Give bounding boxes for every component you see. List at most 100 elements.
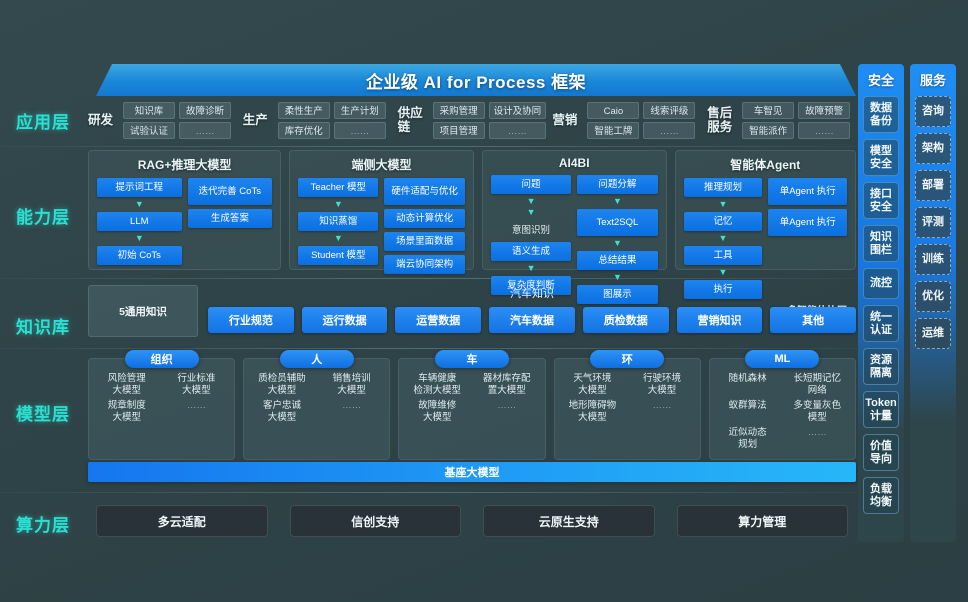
security-item[interactable]: 数据备份 (863, 96, 899, 133)
capability-node[interactable]: Teacher 模型 (298, 178, 379, 197)
service-item[interactable]: 评测 (915, 207, 951, 238)
compute-box[interactable]: 信创支持 (289, 505, 461, 537)
model-cell[interactable]: 风险管理 大模型 (107, 373, 146, 396)
application-cell[interactable]: 库存优化 (277, 121, 330, 139)
model-card-pill[interactable]: 环 (590, 350, 665, 368)
security-item[interactable]: Token计量 (863, 391, 899, 428)
capability-node[interactable]: 端云协同架构 (384, 255, 465, 274)
model-cell[interactable]: 长短期记忆 网络 (793, 373, 841, 396)
knowledge-tag[interactable]: 运营数据 (395, 307, 482, 333)
knowledge-tag[interactable]: 运行数据 (301, 307, 388, 333)
capability-node[interactable]: Text2SQL (577, 209, 658, 236)
capability-node[interactable]: 提示词工程 (97, 178, 182, 197)
capability-node[interactable]: 推理规划 (683, 178, 763, 197)
capability-node[interactable]: Student 模型 (298, 246, 379, 265)
capability-node[interactable]: 复杂度判断 (490, 276, 572, 295)
service-item[interactable]: 训练 (915, 244, 951, 275)
capability-node[interactable]: 动态计算优化 (384, 209, 465, 228)
compute-box[interactable]: 算力管理 (676, 505, 848, 537)
security-item[interactable]: 统一认证 (863, 305, 899, 342)
model-cell[interactable]: 销售培训 大模型 (332, 373, 371, 396)
capability-node[interactable]: 工具 (683, 246, 763, 265)
application-cell[interactable]: …… (643, 121, 696, 139)
application-cell[interactable]: 智能派作 (742, 121, 795, 139)
application-cell[interactable]: 车智见 (742, 101, 795, 119)
security-item[interactable]: 模型安全 (863, 139, 899, 176)
model-card-pill[interactable]: 人 (279, 350, 354, 368)
service-item[interactable]: 运维 (915, 318, 951, 349)
capability-node[interactable]: 生成答案 (187, 209, 273, 228)
application-cell[interactable]: Caio (587, 101, 640, 119)
knowledge-tag[interactable]: 其他 (770, 307, 857, 333)
model-cell[interactable]: 行业标准 大模型 (177, 373, 216, 396)
application-cell[interactable]: 线索评级 (643, 101, 696, 119)
capability-node[interactable]: LLM (97, 212, 182, 231)
application-cell[interactable]: 故障诊断 (179, 101, 231, 119)
model-cell[interactable]: 地形障碍物 大模型 (568, 400, 617, 423)
model-cell[interactable]: 器材库存配 置大模型 (483, 373, 531, 396)
model-cell[interactable]: 客户忠诚 大模型 (262, 400, 301, 423)
capability-node[interactable]: 初始 CoTs (97, 246, 182, 265)
model-cell[interactable]: …… (807, 427, 827, 438)
model-card-pill[interactable]: ML (745, 350, 820, 368)
security-item[interactable]: 流控 (863, 268, 899, 299)
compute-box[interactable]: 云原生支持 (483, 505, 655, 537)
application-cell[interactable]: …… (488, 121, 547, 139)
model-cell[interactable]: 故障维修 大模型 (418, 400, 457, 423)
security-item[interactable]: 价值导向 (863, 434, 899, 471)
model-cell[interactable]: 车辆健康 检测大模型 (413, 373, 461, 396)
application-cell[interactable]: 故障预警 (798, 101, 851, 119)
model-cell[interactable]: 近似动态 规划 (728, 427, 767, 450)
application-cell[interactable]: 柔性生产 (277, 101, 330, 119)
security-item[interactable]: 负载均衡 (863, 477, 899, 514)
capability-node[interactable]: 迭代完善 CoTs (187, 178, 273, 205)
compute-box[interactable]: 多云适配 (96, 505, 268, 537)
application-cell[interactable]: …… (179, 121, 231, 139)
model-cell[interactable]: 质检员辅助 大模型 (258, 373, 306, 396)
service-item[interactable]: 咨询 (915, 96, 951, 127)
security-item[interactable]: 知识围栏 (863, 225, 899, 262)
base-model-bar[interactable]: 基座大模型 (88, 462, 856, 482)
model-cell[interactable]: …… (342, 400, 362, 411)
application-cell[interactable]: 试验认证 (123, 121, 175, 139)
capability-node[interactable]: 单Agent 执行 (768, 178, 848, 205)
application-cell[interactable]: 采购管理 (432, 101, 485, 119)
capability-node[interactable]: 硬件适配与优化 (384, 178, 465, 205)
knowledge-tag[interactable]: 营销知识 (676, 307, 763, 333)
capability-node[interactable]: 执行 (683, 280, 763, 299)
capability-node[interactable]: 图展示 (577, 285, 658, 304)
application-cell[interactable]: 知识库 (123, 101, 175, 119)
model-cell[interactable]: …… (497, 400, 517, 411)
security-item[interactable]: 资源隔离 (863, 348, 899, 385)
capability-node[interactable]: 问题分解 (577, 175, 658, 194)
application-cell[interactable]: 生产计划 (333, 101, 386, 119)
model-cell[interactable]: 规章制度 大模型 (107, 400, 146, 423)
model-card-pill[interactable]: 车 (435, 350, 509, 368)
capability-node[interactable]: 单Agent 执行 (768, 209, 848, 236)
application-cell[interactable]: …… (333, 121, 386, 139)
capability-node[interactable]: 场景里面数据 (384, 232, 465, 251)
model-cell[interactable]: 随机森林 (728, 373, 767, 384)
capability-node[interactable]: 知识蒸馏 (298, 212, 379, 231)
model-cell[interactable]: 多变量灰色 模型 (793, 400, 841, 423)
model-card-pill[interactable]: 组织 (124, 350, 199, 368)
application-cell[interactable]: 项目管理 (432, 121, 485, 139)
capability-node[interactable]: 记忆 (683, 212, 763, 231)
knowledge-tag[interactable]: 汽车数据 (489, 307, 575, 333)
application-cell[interactable]: …… (798, 121, 851, 139)
general-knowledge-box[interactable]: 5通用知识 (88, 285, 198, 337)
model-cell[interactable]: 蚁群算法 (728, 400, 767, 411)
model-cell[interactable]: …… (186, 400, 206, 411)
application-cell[interactable]: 设计及协同 (488, 101, 547, 119)
service-item[interactable]: 优化 (915, 281, 951, 312)
security-item[interactable]: 接口安全 (863, 182, 899, 219)
application-cell[interactable]: 智能工牌 (587, 121, 640, 139)
model-cell[interactable]: 行驶环境 大模型 (643, 373, 682, 396)
service-item[interactable]: 部署 (915, 170, 951, 201)
capability-node[interactable]: 总结结果 (577, 251, 658, 270)
capability-node[interactable]: 问题 (490, 175, 572, 194)
knowledge-tag[interactable]: 质检数据 (582, 307, 669, 333)
model-cell[interactable]: 天气环境 大模型 (573, 373, 612, 396)
capability-node[interactable]: 语义生成 (490, 242, 572, 261)
model-cell[interactable]: …… (652, 400, 672, 411)
